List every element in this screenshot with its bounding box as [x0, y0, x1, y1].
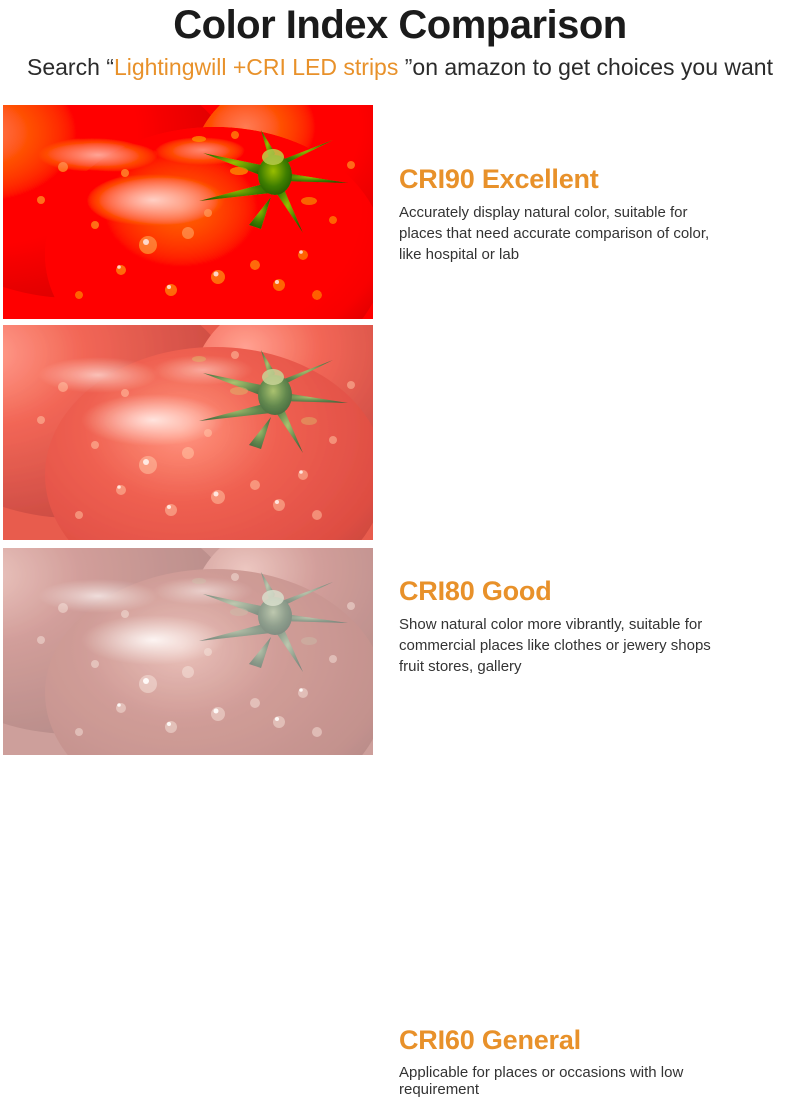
cri60-heading: CRI60 General	[399, 1025, 581, 1055]
header: Color Index Comparison Search “Lightingw…	[0, 0, 800, 82]
cri90-description: Accurately display natural color, suitab…	[399, 195, 791, 265]
cri80-desc-line-2: commercial places like clothes or jewery…	[399, 637, 711, 654]
quote-close: ”	[404, 54, 413, 80]
cri90-heading: CRI90 Excellent	[399, 164, 599, 194]
cri90-desc-line-2: places that need accurate comparison of …	[399, 225, 710, 242]
cri80-description: Show natural color more vibrantly, suita…	[399, 607, 791, 677]
cri90-desc-line-3: like hospital or lab	[399, 246, 520, 263]
cri80-desc-line-1: Show natural color more vibrantly, suita…	[399, 616, 703, 633]
tomato-photo-cri90	[3, 105, 373, 319]
tomato-photo-cri60	[3, 548, 373, 755]
tomato-illustration	[3, 105, 373, 319]
page-title: Color Index Comparison	[173, 3, 627, 47]
cri60-desc-line-1: Applicable for places or occasions with …	[399, 1064, 684, 1081]
comparison-row-cri90: CRI90 Excellent Accurately display natur…	[0, 105, 800, 320]
cri80-heading: CRI80 Good	[399, 576, 552, 606]
tomato-illustration	[3, 548, 373, 755]
quote-open: “	[106, 54, 114, 80]
comparison-list: CRI90 Excellent Accurately display natur…	[0, 105, 800, 1098]
cri80-desc-line-3: fruit stores, gallery	[399, 658, 522, 675]
cri90-text-column: CRI90 Excellent Accurately display natur…	[399, 163, 791, 265]
cri80-text-column: CRI80 Good Show natural color more vibra…	[399, 575, 791, 677]
search-suffix-text: on amazon to get choices you want	[412, 54, 773, 80]
comparison-row-cri60: CRI60 General Applicable for places or o…	[0, 548, 800, 1098]
search-keyword: Lightingwill +CRI LED strips	[113, 54, 405, 80]
tomato-illustration	[3, 325, 373, 540]
tomato-photo-cri80	[3, 325, 373, 540]
cri60-desc-line-2: requirement	[399, 1081, 480, 1098]
search-instruction: Search “Lightingwill +CRI LED strips ”on…	[0, 48, 800, 82]
comparison-row-cri80: CRI80 Good Show natural color more vibra…	[0, 325, 800, 675]
cri60-description: Applicable for places or occasions with …	[399, 1056, 791, 1098]
cri90-desc-line-1: Accurately display natural color, suitab…	[399, 204, 688, 221]
cri60-text-column: CRI60 General Applicable for places or o…	[399, 1024, 791, 1098]
search-prefix-text: Search	[27, 54, 107, 80]
